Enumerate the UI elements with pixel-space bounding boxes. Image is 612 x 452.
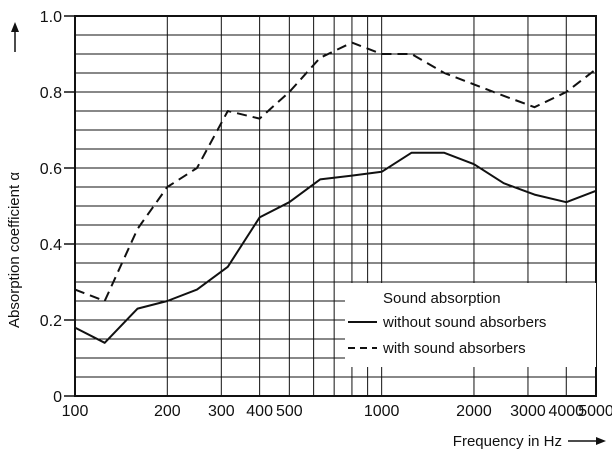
x-tick-label: 3000 [510,403,546,420]
y-axis-arrow-head [11,22,19,32]
y-tick-label: 0.2 [40,313,62,330]
x-tick-label: 200 [154,403,181,420]
x-tick-label: 300 [208,403,235,420]
y-tick-label: 0 [53,389,62,406]
grid [11,15,606,445]
legend: Sound absorption without sound absorbers w… [345,283,596,367]
x-tick-label: 5000 [578,403,612,420]
legend-label-with-absorbers: with sound absorbers [382,340,526,357]
plot-frame [74,15,597,397]
y-tick-label: 0.6 [40,161,62,178]
y-tick-label: 0.8 [40,85,62,102]
y-axis-label: Absorption coefficient α [6,172,23,328]
x-tick-label: 500 [276,403,303,420]
x-tick-label: 1000 [364,403,400,420]
legend-title: Sound absorption [383,290,501,307]
x-axis-arrow-head [596,437,606,445]
series-lines [74,41,597,344]
x-tick-label: 400 [246,403,273,420]
legend-box [345,283,596,367]
legend-label-without-absorbers: without sound absorbers [382,314,546,331]
x-tick-label: 2000 [456,403,492,420]
y-tick-label: 1.0 [40,9,62,26]
y-tick-label: 0.4 [40,237,62,254]
series-line-with-absorbers [74,41,597,302]
x-tick-label: 100 [62,403,89,420]
x-axis-label: Frequency in Hz [453,433,562,450]
x-tick-label: 4000 [548,403,584,420]
series-line-without-absorbers [74,151,597,344]
